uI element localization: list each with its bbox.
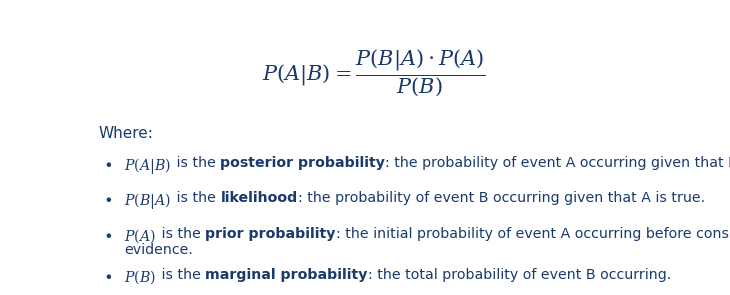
Text: is the: is the [172,156,220,170]
Text: $\bullet$: $\bullet$ [102,156,112,171]
Text: $P(B)$: $P(B)$ [124,268,156,286]
Text: evidence.: evidence. [124,243,193,258]
Text: $\bullet$: $\bullet$ [102,191,112,206]
Text: $P(A)$: $P(A)$ [124,227,156,245]
Text: likelihood: likelihood [220,191,298,205]
Text: Where:: Where: [99,126,153,141]
Text: posterior probability: posterior probability [220,156,385,170]
Text: : the probability of event A occurring given that B is true.: : the probability of event A occurring g… [385,156,730,170]
Text: $\bullet$: $\bullet$ [102,227,112,242]
Text: marginal probability: marginal probability [205,268,368,282]
Text: $P(A|B)$: $P(A|B)$ [124,156,171,176]
Text: $P(B|A)$: $P(B|A)$ [124,191,171,211]
Text: : the probability of event B occurring given that A is true.: : the probability of event B occurring g… [298,191,704,205]
Text: $\bullet$: $\bullet$ [102,268,112,283]
Text: is the: is the [157,268,205,282]
Text: prior probability: prior probability [205,227,336,241]
Text: : the total probability of event B occurring.: : the total probability of event B occur… [368,268,671,282]
Text: is the: is the [172,191,220,205]
Text: : the initial probability of event A occurring before considering the: : the initial probability of event A occ… [336,227,730,241]
Text: is the: is the [157,227,205,241]
Text: $P(A|B) = \dfrac{P(B|A) \cdot P(A)}{P(B)}$: $P(A|B) = \dfrac{P(B|A) \cdot P(A)}{P(B)… [262,47,486,98]
